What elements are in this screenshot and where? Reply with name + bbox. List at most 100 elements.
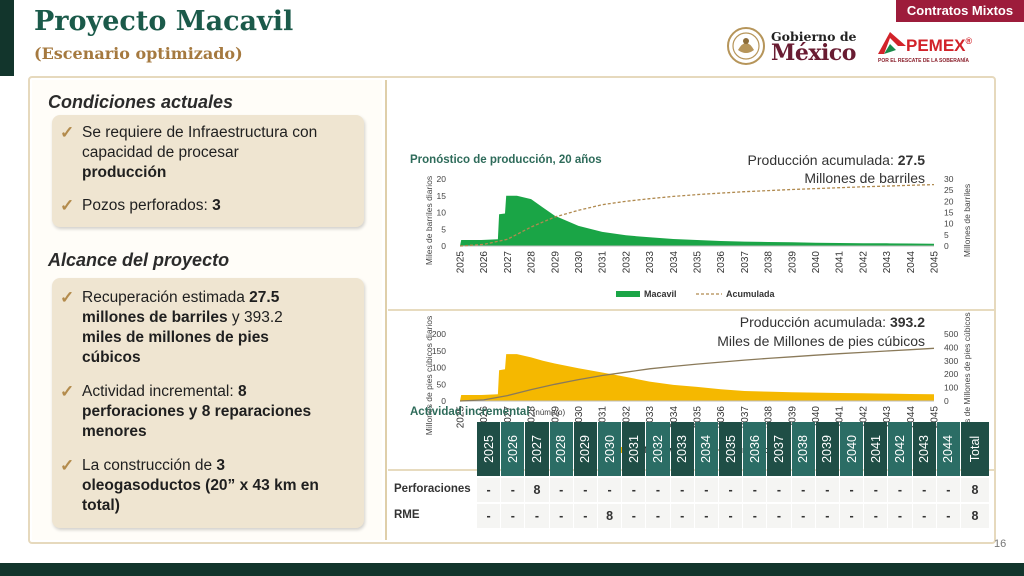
x-tick-label: 2032 <box>621 406 632 429</box>
y2-tick-label: 15 <box>944 208 954 218</box>
x-tick-label: 2038 <box>764 406 775 429</box>
y-tick-label: 100 <box>432 363 446 373</box>
gobierno-line2: México <box>771 40 856 66</box>
y2-tick-label: 500 <box>944 329 958 339</box>
y2-tick-label: 10 <box>944 219 954 229</box>
y2-tick-label: 300 <box>944 356 958 366</box>
table-cell: - <box>670 478 694 502</box>
x-tick-label: 2025 <box>456 251 467 274</box>
bottom-bar <box>0 563 1024 576</box>
x-tick-label: 2034 <box>669 251 680 274</box>
legend-swatch-macavil <box>616 291 640 297</box>
page-title: Proyecto Macavil <box>34 6 294 37</box>
y-tick-label: 5 <box>441 224 446 234</box>
x-tick-label: 2028 <box>527 251 538 274</box>
gobierno-line1: Gobierno de <box>771 29 857 44</box>
x-tick-label: 2045 <box>930 406 941 429</box>
x-tick-label: 2041 <box>835 251 846 274</box>
incremental-activity-table: Actividad incremental (número) 2025 2026 2… <box>388 400 994 540</box>
table-year-header: 2034 <box>694 422 718 476</box>
page-subtitle: (Escenario optimizado) <box>34 44 243 63</box>
table-year-header: 2030 <box>598 422 622 476</box>
x-tick-label: 2043 <box>882 406 893 429</box>
x-tick-label: 2030 <box>574 251 585 274</box>
table-cell: - <box>719 478 743 502</box>
y2-tick-label: 0 <box>944 241 949 251</box>
pemex-eagle-icon <box>878 32 906 54</box>
table-cell: - <box>622 478 646 502</box>
x-tick-label: 2040 <box>811 406 822 429</box>
table-cell: - <box>840 478 864 502</box>
y2-tick-label: 400 <box>944 342 958 352</box>
x-tick-label: 2027 <box>503 406 514 429</box>
table-year-header: 2027 <box>525 422 549 476</box>
table-cell: - <box>477 478 501 502</box>
table-year-header: 2040 <box>840 422 864 476</box>
table-cell: - <box>549 504 573 528</box>
table-cell: - <box>646 478 670 502</box>
y-tick-label: 50 <box>437 379 447 389</box>
table-total-cell: 8 <box>961 504 989 528</box>
pemex-tagline: POR EL RESCATE DE LA SOBERANÍA <box>878 58 970 64</box>
table-cell: - <box>501 478 525 502</box>
table-cell: - <box>912 478 936 502</box>
check-icon: ✓ <box>60 288 75 307</box>
x-tick-label: 2036 <box>716 251 727 274</box>
table-cell: - <box>840 504 864 528</box>
y-tick-label: 20 <box>437 174 447 184</box>
x-tick-label: 2037 <box>740 406 751 429</box>
table-year-header: 2025 <box>477 422 501 476</box>
table-year-header: 2029 <box>573 422 597 476</box>
x-tick-label: 2045 <box>930 251 941 274</box>
table-year-header: 2041 <box>864 422 888 476</box>
conditions-bullet-2: ✓ Pozos perforados: 3 <box>60 196 221 215</box>
table-cell: - <box>694 478 718 502</box>
y2-tick-label: 200 <box>944 369 958 379</box>
y-tick-label: 15 <box>437 191 447 201</box>
y-tick-label: 200 <box>432 329 446 339</box>
table-year-header: 2043 <box>912 422 936 476</box>
check-icon: ✓ <box>60 382 75 401</box>
x-tick-label: 2037 <box>740 251 751 274</box>
y-axis-title: Miles de barriles diarios <box>424 176 434 265</box>
x-tick-label: 2041 <box>835 406 846 429</box>
x-tick-label: 2038 <box>764 251 775 274</box>
x-tick-label: 2033 <box>645 251 656 274</box>
y2-tick-label: 0 <box>944 396 949 406</box>
panel-divider <box>385 80 387 540</box>
table-cell: - <box>670 504 694 528</box>
x-tick-label: 2039 <box>787 406 798 429</box>
y-axis-title: Millones de pies cúbicos diarios <box>424 316 434 436</box>
table-cell: - <box>815 504 839 528</box>
table-cell: - <box>573 504 597 528</box>
table-cell: 8 <box>598 504 622 528</box>
y-tick-label: 150 <box>432 346 446 356</box>
cumulative-unit: Miles de Millones de pies cúbicos <box>717 333 925 349</box>
gas-production-chart: Producción acumulada: 393.2 Miles de Mill… <box>424 312 972 455</box>
table-cell: - <box>791 504 815 528</box>
table-cell: - <box>549 478 573 502</box>
table-cell: - <box>936 478 960 502</box>
x-tick-label: 2042 <box>858 406 869 429</box>
x-tick-label: 2039 <box>787 251 798 274</box>
conditions-card: ✓ Se requiere de Infraestructura con cap… <box>52 115 364 227</box>
x-tick-label: 2028 <box>527 406 538 429</box>
contract-type-badge: Contratos Mixtos <box>896 0 1024 22</box>
table-year-header: 2028 <box>549 422 573 476</box>
table-cell: - <box>864 504 888 528</box>
x-tick-label: 2031 <box>598 251 609 274</box>
table-row-label: Perforaciones <box>394 483 471 495</box>
table-cell: - <box>815 478 839 502</box>
oil-production-chart: Pronóstico de producción, 20 años Producc… <box>410 152 972 299</box>
table-cell: - <box>501 504 525 528</box>
cumulative-annotation: Producción acumulada: 393.2 <box>740 314 925 330</box>
x-tick-label: 2035 <box>693 406 704 429</box>
x-tick-label: 2030 <box>574 406 585 429</box>
legend-label-acumulada: Acumulada <box>726 289 776 299</box>
table-year-header: 2042 <box>888 422 912 476</box>
y2-tick-label: 100 <box>944 383 958 393</box>
x-tick-label: 2033 <box>645 406 656 429</box>
y2-tick-label: 20 <box>944 196 954 206</box>
cumulative-line-series <box>459 347 935 402</box>
table-year-header: 2038 <box>791 422 815 476</box>
